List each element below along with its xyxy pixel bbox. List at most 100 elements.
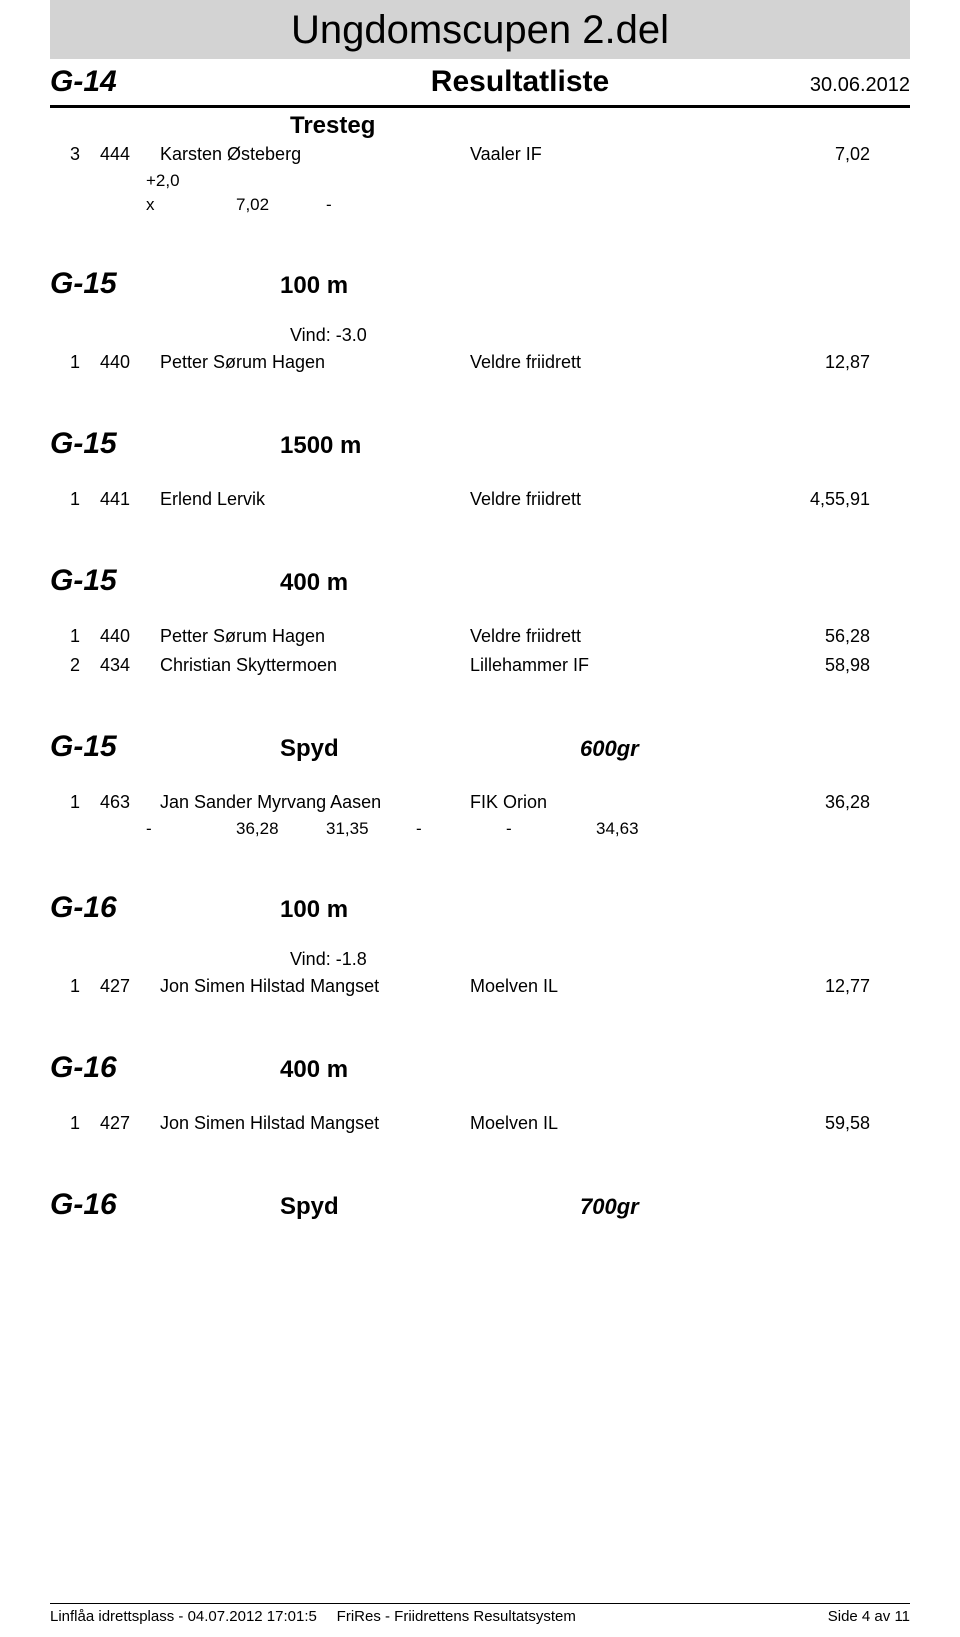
attempt-row: -36,2831,35--34,63 — [50, 817, 910, 841]
attempt-wind: +2,0 — [146, 171, 236, 191]
place: 1 — [50, 626, 100, 647]
result-value: 36,28 — [750, 792, 870, 813]
result-value: 56,28 — [750, 626, 870, 647]
event-label: Spyd — [280, 735, 580, 763]
bib: 440 — [100, 352, 160, 373]
result-row: 1440Petter Sørum HagenVeldre friidrett12… — [50, 348, 910, 377]
place: 2 — [50, 655, 100, 676]
sub-center: Resultatliste — [270, 65, 770, 99]
header-band: Ungdomscupen 2.del — [50, 0, 910, 59]
club-name: FIK Orion — [470, 792, 750, 813]
section-header: G-16Spyd700gr — [50, 1188, 910, 1222]
attempt-row: x7,02- — [50, 193, 910, 217]
bib: 434 — [100, 655, 160, 676]
result-row: 2434Christian SkyttermoenLillehammer IF5… — [50, 651, 910, 680]
sections-container: 3444Karsten ØstebergVaaler IF7,02+2,0x7,… — [50, 140, 910, 1222]
place: 1 — [50, 1113, 100, 1134]
event-label: 400 m — [280, 569, 580, 597]
event-label: Spyd — [280, 1193, 580, 1221]
bib: 440 — [100, 626, 160, 647]
bib: 444 — [100, 144, 160, 165]
athlete-name: Jon Simen Hilstad Mangset — [160, 976, 470, 997]
bib: 441 — [100, 489, 160, 510]
page: Ungdomscupen 2.del G-14 Resultatliste 30… — [0, 0, 960, 1637]
attempt-value: 7,02 — [236, 195, 326, 215]
attempt-value: - — [506, 819, 596, 839]
athlete-name: Karsten Østeberg — [160, 144, 470, 165]
athlete-name: Petter Sørum Hagen — [160, 626, 470, 647]
club-name: Lillehammer IF — [470, 655, 750, 676]
section-header: G-16400 m — [50, 1051, 910, 1085]
category-label: G-15 — [50, 267, 280, 301]
attempt-value: - — [326, 195, 416, 215]
result-value: 4,55,91 — [750, 489, 870, 510]
attempt-value: - — [146, 819, 236, 839]
section-header: G-151500 m — [50, 427, 910, 461]
header-category: G-14 — [50, 65, 270, 99]
footer-right: Side 4 av 11 — [623, 1608, 910, 1625]
result-row: 1427Jon Simen Hilstad MangsetMoelven IL5… — [50, 1109, 910, 1138]
header-event: Tresteg — [290, 112, 375, 139]
main-title: Ungdomscupen 2.del — [50, 8, 910, 53]
result-row: 1427Jon Simen Hilstad MangsetMoelven IL1… — [50, 972, 910, 1001]
sub-header-row: G-14 Resultatliste 30.06.2012 — [50, 65, 910, 108]
result-row: 1440Petter Sørum HagenVeldre friidrett56… — [50, 622, 910, 651]
result-row: 3444Karsten ØstebergVaaler IF7,02 — [50, 140, 910, 169]
athlete-name: Christian Skyttermoen — [160, 655, 470, 676]
category-label: G-15 — [50, 730, 280, 764]
attempt-wind-row: +2,0 — [50, 169, 910, 193]
result-value: 7,02 — [750, 144, 870, 165]
place: 1 — [50, 489, 100, 510]
attempt-value: 31,35 — [326, 819, 416, 839]
result-value: 12,77 — [750, 976, 870, 997]
result-row: 1441Erlend LervikVeldre friidrett4,55,91 — [50, 485, 910, 514]
place: 1 — [50, 976, 100, 997]
attempt-value: 34,63 — [596, 819, 686, 839]
result-value: 12,87 — [750, 352, 870, 373]
wind-label: Vind: -1.8 — [290, 949, 910, 970]
bib: 427 — [100, 1113, 160, 1134]
attempt-value: - — [416, 819, 506, 839]
attempt-value: x — [146, 195, 236, 215]
category-label: G-16 — [50, 1188, 280, 1222]
bib: 427 — [100, 976, 160, 997]
athlete-name: Erlend Lervik — [160, 489, 470, 510]
athlete-name: Jan Sander Myrvang Aasen — [160, 792, 470, 813]
event-label: 100 m — [280, 272, 580, 300]
section-header: G-15Spyd600gr — [50, 730, 910, 764]
section-header: G-16100 m — [50, 891, 910, 925]
category-label: G-15 — [50, 564, 280, 598]
place: 1 — [50, 352, 100, 373]
club-name: Vaaler IF — [470, 144, 750, 165]
subtitle: Resultatliste — [431, 65, 609, 98]
place: 1 — [50, 792, 100, 813]
header-date: 30.06.2012 — [770, 74, 910, 97]
result-value: 59,58 — [750, 1113, 870, 1134]
athlete-name: Petter Sørum Hagen — [160, 352, 470, 373]
club-name: Veldre friidrett — [470, 489, 750, 510]
club-name: Moelven IL — [470, 976, 750, 997]
club-name: Veldre friidrett — [470, 626, 750, 647]
category-label: G-15 — [50, 427, 280, 461]
section-header: G-15100 m — [50, 267, 910, 301]
footer-center: FriRes - Friidrettens Resultatsystem — [337, 1608, 624, 1625]
bib: 463 — [100, 792, 160, 813]
athlete-name: Jon Simen Hilstad Mangset — [160, 1113, 470, 1134]
event-extra: 600gr — [580, 736, 639, 762]
event-extra: 700gr — [580, 1194, 639, 1220]
footer-left: Linflåa idrettsplass - 04.07.2012 17:01:… — [50, 1608, 337, 1625]
section-header: G-15400 m — [50, 564, 910, 598]
place: 3 — [50, 144, 100, 165]
footer: Linflåa idrettsplass - 04.07.2012 17:01:… — [50, 1603, 910, 1625]
event-label: 400 m — [280, 1056, 580, 1084]
result-value: 58,98 — [750, 655, 870, 676]
category-label: G-16 — [50, 891, 280, 925]
wind-label: Vind: -3.0 — [290, 325, 910, 346]
club-name: Moelven IL — [470, 1113, 750, 1134]
event-label: 100 m — [280, 896, 580, 924]
club-name: Veldre friidrett — [470, 352, 750, 373]
attempt-value: 36,28 — [236, 819, 326, 839]
event-label: 1500 m — [280, 432, 580, 460]
category-label: G-16 — [50, 1051, 280, 1085]
result-row: 1463Jan Sander Myrvang AasenFIK Orion36,… — [50, 788, 910, 817]
